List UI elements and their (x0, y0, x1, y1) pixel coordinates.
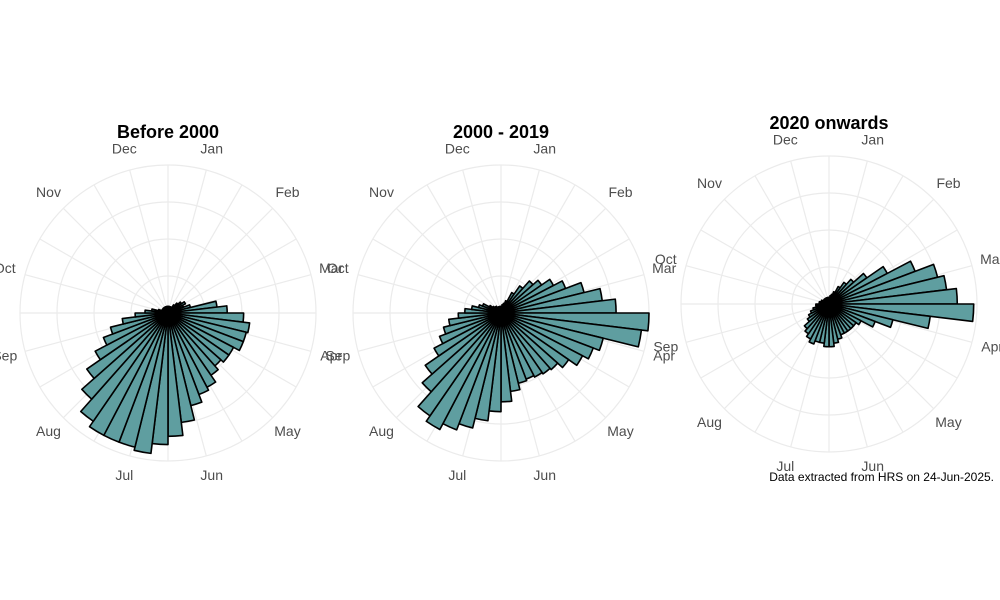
rose-bar (499, 305, 502, 314)
month-label: Jul (115, 467, 133, 483)
grid-spoke (62, 207, 169, 314)
month-label: Aug (697, 414, 722, 430)
grid-spoke (828, 160, 868, 305)
grid-spoke (700, 229, 830, 305)
month-label: Jan (200, 141, 223, 157)
rose-bar (500, 312, 570, 369)
grid-spoke (723, 198, 830, 305)
polar-panel-1: Jan Feb Mar Apr May Jun Jul Aug Sep Oct Nov DecBefo… (0, 122, 344, 483)
grid-spoke (754, 175, 830, 305)
rose-bar (500, 312, 551, 375)
grid-spoke (685, 265, 830, 305)
rose-bar (417, 312, 502, 417)
grid-spoke (395, 207, 502, 314)
grid-spoke (167, 169, 207, 314)
rose-bar (500, 312, 584, 367)
month-label: Nov (36, 184, 61, 200)
grid-spoke (39, 238, 169, 314)
month-label: Jul (776, 458, 794, 474)
month-label: Jan (861, 132, 884, 148)
rose-bar (500, 312, 543, 378)
month-label: Feb (936, 175, 960, 191)
month-label: Dec (445, 141, 470, 157)
grid-spoke (500, 169, 540, 314)
month-label: May (935, 414, 961, 430)
month-label: Aug (36, 423, 61, 439)
month-label: Feb (275, 184, 299, 200)
month-label: Dec (773, 132, 798, 148)
grid-spoke (167, 207, 274, 314)
panel-title: 2020 onwards (769, 113, 888, 133)
grid-spoke (426, 184, 502, 314)
grid-spoke (500, 184, 576, 314)
data-source-caption: Data extracted from HRS on 24-Jun-2025. (769, 470, 994, 484)
month-label: Apr (981, 338, 1000, 354)
panel-title: 2000 - 2019 (453, 122, 549, 142)
rose-bar (88, 312, 169, 437)
month-label: Oct (327, 260, 349, 276)
month-label: Apr (653, 347, 675, 363)
panel-title: Before 2000 (117, 122, 219, 142)
month-label: Sep (325, 347, 350, 363)
month-label: Jun (861, 458, 884, 474)
rose-bar (121, 312, 169, 325)
month-label: Mar (652, 260, 676, 276)
rose-bar (102, 312, 169, 346)
rose-bar (438, 312, 502, 345)
rose-bar (433, 312, 502, 357)
month-label: Nov (697, 175, 722, 191)
rose-bar (425, 312, 502, 431)
grid-spoke (790, 160, 830, 305)
grid-spoke (24, 274, 169, 314)
grid-spoke (828, 175, 904, 305)
month-label: Apr (320, 347, 342, 363)
grid-spoke (700, 303, 830, 379)
month-label: Jun (533, 467, 556, 483)
rose-bar (442, 312, 502, 335)
month-label: Feb (608, 184, 632, 200)
month-label: May (607, 423, 633, 439)
rose-bar (421, 312, 502, 393)
month-label: Jun (200, 467, 223, 483)
rose-bar (500, 312, 559, 371)
rose-bar (457, 312, 502, 319)
month-label: Mar (319, 260, 343, 276)
month-label: Sep (0, 347, 17, 363)
rose-bar (81, 312, 169, 400)
grid-spoke (372, 238, 502, 314)
month-label: Sep (653, 338, 678, 354)
rose-bar (166, 305, 169, 314)
month-label: Oct (0, 260, 16, 276)
rose-bar (86, 312, 169, 380)
month-label: Oct (655, 251, 677, 267)
month-label: May (274, 423, 300, 439)
grid-spoke (685, 303, 830, 343)
rose-bar (134, 312, 169, 318)
rose-bar (447, 312, 502, 327)
grid-spoke (462, 169, 502, 314)
polar-panel-2: Jan Feb Mar Apr May Jun Jul Aug Sep Oct Nov Dec2000… (325, 122, 676, 483)
grid-spoke (93, 184, 169, 314)
rose-bar (94, 312, 169, 361)
grid-spoke (167, 184, 243, 314)
rose-bar (167, 312, 230, 363)
grid-spoke (129, 169, 169, 314)
month-label: Nov (369, 184, 394, 200)
month-label: Jul (448, 467, 466, 483)
month-label: Dec (112, 141, 137, 157)
rose-bar (79, 312, 169, 423)
month-label: Mar (980, 251, 1000, 267)
month-label: Jan (533, 141, 556, 157)
grid-spoke (167, 238, 297, 314)
rose-bar (827, 296, 830, 305)
rose-bar (424, 312, 502, 375)
rose-bar (109, 312, 169, 335)
month-label: Aug (369, 423, 394, 439)
polar-panel-3: Jan Feb Mar Apr May Jun Jul Aug Sep Oct Nov Dec2020… (653, 113, 1000, 474)
